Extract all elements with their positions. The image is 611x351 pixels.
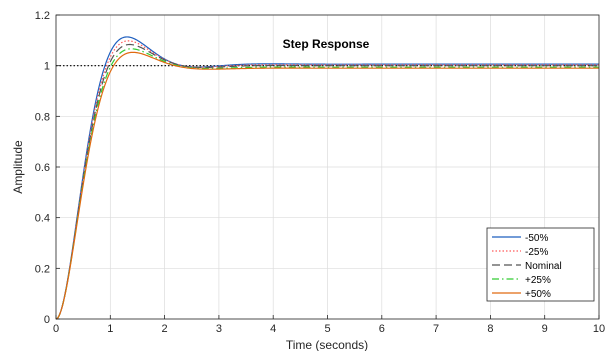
x-tick-label: 5	[324, 323, 330, 335]
legend-label-3: +25%	[525, 275, 551, 286]
chart-title: Step Response	[283, 37, 370, 51]
x-tick-label: 9	[542, 323, 548, 335]
y-tick-label: 0.8	[35, 111, 50, 123]
y-tick-label: 1	[44, 61, 50, 73]
series-line-3	[55, 48, 599, 320]
x-tick-label: 2	[162, 323, 168, 335]
x-ticks: 0 1 2 3 4 5 6 7 8 9 10	[53, 315, 605, 335]
series-line-4	[55, 51, 599, 320]
x-tick-label: 6	[379, 323, 385, 335]
legend-label-0: -50%	[525, 233, 548, 244]
x-tick-label: 4	[270, 323, 276, 335]
legend: -50% -25% Nominal +25% +50%	[486, 227, 595, 302]
y-tick-label: 0.4	[35, 213, 50, 225]
legend-label-2: Nominal	[525, 261, 562, 272]
y-ticks: 0 0.2 0.4 0.6 0.8 1 1.2	[35, 10, 60, 326]
x-tick-label: 8	[487, 323, 493, 335]
x-tick-label: 10	[593, 323, 605, 335]
x-axis-label: Time (seconds)	[286, 338, 368, 351]
y-tick-label: 0.6	[35, 162, 50, 174]
y-tick-label: 1.2	[35, 10, 50, 22]
x-tick-label: 1	[107, 323, 113, 335]
y-axis-label: Amplitude	[11, 140, 25, 194]
x-tick-label: 7	[433, 323, 439, 335]
series-line-0	[55, 36, 599, 320]
x-tick-label: 0	[53, 323, 59, 335]
series-line-2	[55, 43, 599, 320]
y-tick-label: 0	[44, 314, 50, 326]
y-tick-label: 0.2	[35, 263, 50, 275]
x-tick-label: 3	[216, 323, 222, 335]
legend-label-4: +50%	[525, 289, 551, 300]
legend-label-1: -25%	[525, 247, 548, 258]
series-group	[55, 36, 599, 320]
